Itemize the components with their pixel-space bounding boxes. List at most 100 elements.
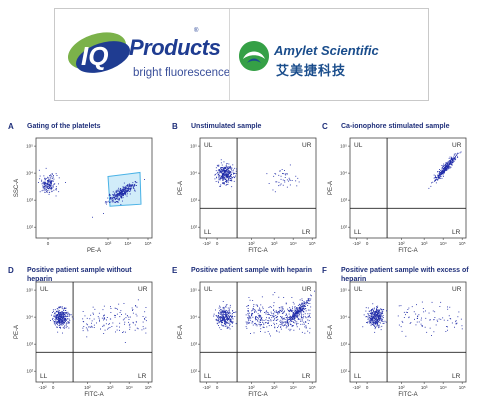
x-tick-label: 10⁴ <box>290 241 297 246</box>
event-dot <box>381 319 383 321</box>
event-dot <box>52 309 54 311</box>
y-tick-label: 10² <box>190 225 197 230</box>
event-dot <box>295 310 297 312</box>
event-dot <box>228 179 230 181</box>
x-tick-label: 10³ <box>421 385 428 390</box>
event-dot <box>377 314 379 316</box>
event-dot <box>113 194 115 196</box>
event-dot <box>284 324 286 326</box>
event-dot <box>449 161 451 162</box>
event-dot <box>219 179 221 181</box>
event-dot <box>46 191 48 193</box>
event-dot <box>273 175 275 177</box>
event-dot <box>367 316 369 318</box>
event-dot <box>283 317 284 319</box>
event-dot <box>103 317 105 319</box>
event-dot <box>275 310 277 312</box>
event-dot <box>56 326 58 328</box>
event-dot <box>417 316 419 318</box>
x-tick-label: 10² <box>84 385 91 390</box>
event-dot <box>278 311 279 312</box>
event-dot <box>221 324 223 326</box>
event-dot <box>223 166 225 168</box>
event-dot <box>437 176 439 178</box>
event-dot <box>231 170 233 172</box>
event-dot <box>226 317 228 319</box>
event-dot <box>376 310 378 311</box>
event-dot <box>116 189 118 191</box>
event-dot <box>296 313 298 315</box>
event-dot <box>69 320 71 322</box>
event-dot <box>230 171 232 173</box>
event-dot <box>372 317 374 319</box>
event-dot <box>375 310 377 312</box>
event-dot <box>129 323 131 325</box>
event-dot <box>221 172 223 174</box>
event-dot <box>68 321 70 323</box>
event-dot <box>229 167 231 169</box>
event-dot <box>260 331 261 332</box>
event-dot <box>381 316 383 318</box>
event-dot <box>300 310 302 312</box>
event-dot <box>376 322 378 324</box>
event-dot <box>230 172 232 173</box>
y-tick-label: 10⁵ <box>340 144 347 149</box>
event-dot <box>222 171 223 172</box>
event-dot <box>116 196 118 197</box>
event-dot <box>301 302 303 304</box>
event-dot <box>301 303 303 305</box>
event-dot <box>384 320 386 322</box>
event-dot <box>124 189 126 191</box>
event-dot <box>114 199 116 201</box>
event-dot <box>258 321 260 323</box>
event-dot <box>403 317 405 318</box>
event-dot <box>439 172 441 173</box>
event-dot <box>222 170 224 171</box>
event-dot <box>44 183 45 185</box>
event-dot <box>223 169 225 171</box>
event-dot <box>281 316 283 318</box>
event-dot <box>44 192 46 193</box>
event-dot <box>303 321 305 323</box>
event-dot <box>103 315 105 316</box>
event-dot <box>232 171 234 173</box>
event-dot <box>374 312 376 314</box>
event-dot <box>372 316 374 318</box>
event-dot <box>266 173 268 175</box>
event-dot <box>408 307 410 309</box>
event-dot <box>65 319 67 321</box>
event-dot <box>296 323 297 325</box>
event-dot <box>60 317 62 319</box>
event-dot <box>122 197 124 199</box>
event-dot <box>421 325 423 327</box>
event-dot <box>229 325 231 327</box>
event-dot <box>304 313 306 315</box>
event-dot <box>246 323 248 325</box>
event-dot <box>386 310 387 312</box>
event-dot <box>292 316 293 318</box>
event-dot <box>302 311 304 312</box>
event-dot <box>369 322 371 324</box>
event-dot <box>372 313 374 315</box>
event-dot <box>300 312 302 313</box>
event-dot <box>223 311 225 313</box>
event-dot <box>120 188 121 189</box>
event-dot <box>378 319 380 320</box>
event-dot <box>223 316 224 318</box>
event-dot <box>380 316 382 318</box>
event-dot <box>126 190 128 191</box>
event-dot <box>48 191 50 193</box>
event-dot <box>295 313 297 315</box>
event-dot <box>224 322 226 324</box>
event-dot <box>289 308 291 310</box>
event-dot <box>305 322 307 323</box>
event-dot <box>281 307 283 309</box>
event-dot <box>441 168 443 170</box>
event-dot <box>223 317 225 319</box>
event-dot <box>61 322 63 324</box>
event-dot <box>281 317 282 319</box>
event-dot <box>302 308 304 309</box>
event-dot <box>128 319 130 320</box>
